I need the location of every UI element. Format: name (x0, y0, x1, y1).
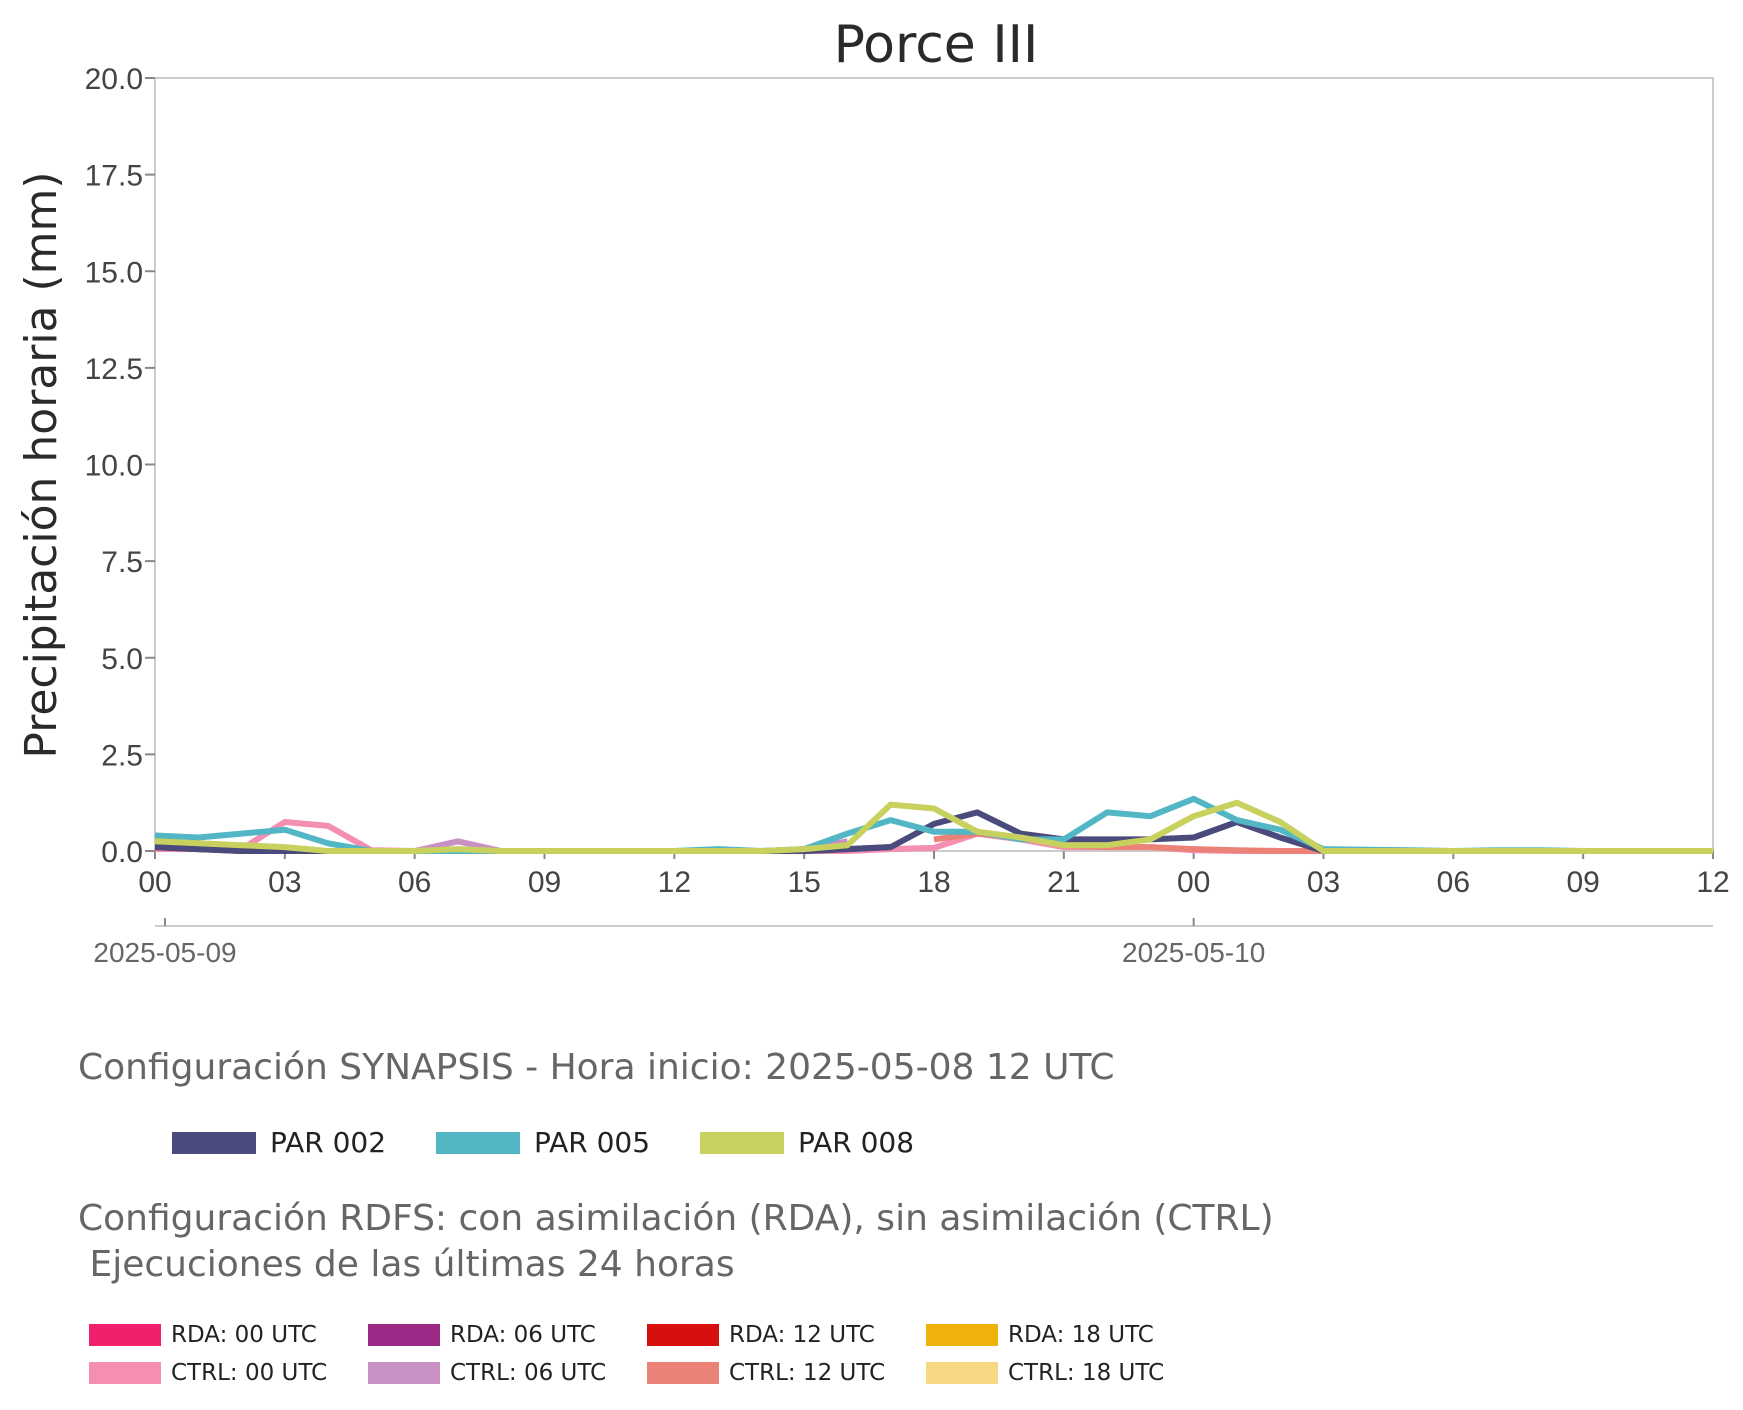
rdfs-legend-title: Configuración RDFS: con asimilación (RDA… (78, 1198, 1274, 1285)
rdfs-legend-item: RDA: 18 UTC (926, 1322, 1154, 1348)
legend-swatch (172, 1131, 256, 1154)
chart-title: Porce III (834, 15, 1039, 75)
date-axis-ticks: 2025-05-09 2025-05-10 (93, 918, 1265, 968)
x-axis-ticks: 00 03 06 09 12 15 18 21 00 03 06 09 12 (138, 851, 1730, 899)
y-axis-label: Precipitación horaria (mm) (16, 171, 67, 758)
x-tick-label: 12 (658, 866, 691, 899)
x-tick-label: 12 (1696, 866, 1729, 899)
y-tick-label: 5.0 (101, 643, 143, 676)
y-tick-label: 0.0 (101, 836, 143, 869)
x-tick-label: 00 (138, 866, 171, 899)
legend-label: CTRL: 00 UTC (171, 1360, 328, 1386)
date-tick-label: 2025-05-10 (1122, 937, 1265, 968)
legend-label: RDA: 06 UTC (450, 1322, 596, 1348)
legend-swatch (89, 1362, 161, 1384)
rdfs-legend-item: CTRL: 12 UTC (647, 1360, 885, 1386)
x-tick-label: 03 (1307, 866, 1340, 899)
x-tick-label: 21 (1047, 866, 1080, 899)
plot-area-frame (154, 77, 1714, 852)
legend-swatch (436, 1131, 520, 1154)
legend-swatch (89, 1324, 161, 1346)
rdfs-legend-item: CTRL: 06 UTC (368, 1360, 606, 1386)
y-tick-label: 15.0 (85, 256, 143, 289)
legend-swatch (368, 1324, 440, 1346)
x-tick-label: 18 (917, 866, 950, 899)
legend-swatch (926, 1324, 998, 1346)
legend-label: PAR 008 (798, 1126, 915, 1159)
legend-label: RDA: 00 UTC (171, 1322, 317, 1348)
synapsis-legend-item: PAR 005 (436, 1126, 650, 1159)
precipitation-chart: Porce III Precipitación horaria (mm) 0.0… (16, 15, 1730, 968)
x-tick-label: 06 (398, 866, 431, 899)
rdfs-legend-item: CTRL: 00 UTC (89, 1360, 327, 1386)
rdfs-legend-item: RDA: 06 UTC (368, 1322, 596, 1348)
x-tick-label: 15 (787, 866, 820, 899)
date-tick-label: 2025-05-09 (93, 937, 236, 968)
legend-swatch (926, 1362, 998, 1384)
rdfs-legend-item: CTRL: 18 UTC (926, 1360, 1164, 1386)
legend-label: RDA: 12 UTC (729, 1322, 875, 1348)
legend-label: PAR 002 (270, 1126, 387, 1159)
x-tick-label: 06 (1437, 866, 1470, 899)
legend-swatch (368, 1362, 440, 1384)
y-tick-label: 20.0 (85, 63, 143, 96)
legend-swatch (647, 1362, 719, 1384)
legend-label: CTRL: 18 UTC (1008, 1360, 1165, 1386)
x-tick-label: 09 (1566, 866, 1599, 899)
y-tick-label: 2.5 (101, 739, 143, 772)
legend-swatch (700, 1131, 784, 1154)
series-line-par-008 (154, 799, 1713, 854)
x-tick-label: 03 (268, 866, 301, 899)
y-tick-label: 10.0 (85, 450, 143, 483)
y-tick-label: 12.5 (85, 353, 143, 386)
x-tick-label: 09 (528, 866, 561, 899)
legend-swatch (647, 1324, 719, 1346)
synapsis-legend-item: PAR 008 (700, 1126, 914, 1159)
synapsis-legend-item: PAR 002 (172, 1126, 386, 1159)
legend-label: CTRL: 06 UTC (450, 1360, 607, 1386)
rdfs-legend-item: RDA: 12 UTC (647, 1322, 875, 1348)
legend-label: PAR 005 (534, 1126, 651, 1159)
rdfs-legend-item: RDA: 00 UTC (89, 1322, 317, 1348)
legend-label: RDA: 18 UTC (1008, 1322, 1154, 1348)
synapsis-legend-title: Configuración SYNAPSIS - Hora inicio: 20… (78, 1047, 1115, 1088)
legend-label: CTRL: 12 UTC (729, 1360, 886, 1386)
y-tick-label: 17.5 (85, 160, 143, 193)
y-axis-ticks: 0.0 2.5 5.0 7.5 10.0 12.5 15.0 17.5 20.0 (85, 63, 155, 869)
y-tick-label: 7.5 (101, 546, 143, 579)
series-lines (154, 795, 1713, 854)
x-tick-label: 00 (1177, 866, 1210, 899)
